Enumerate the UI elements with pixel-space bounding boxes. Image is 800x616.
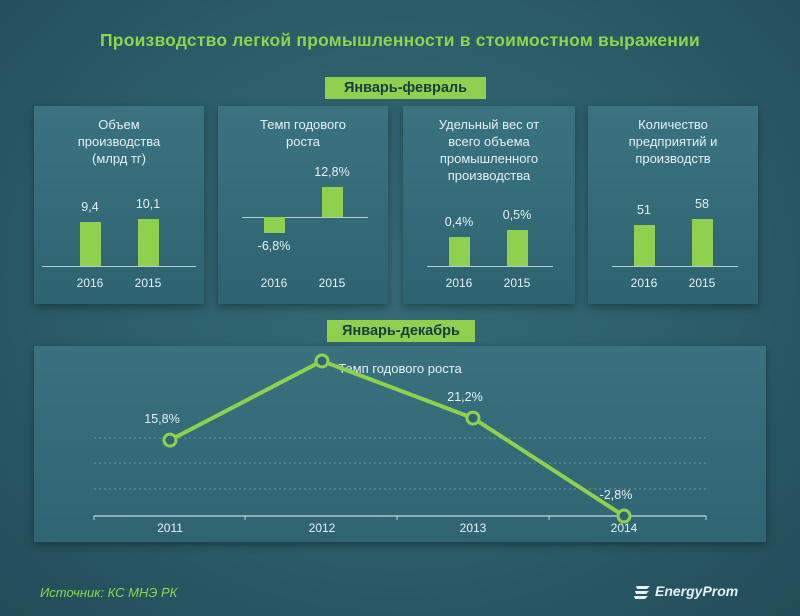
- panel-title: Темп годового роста: [260, 117, 346, 149]
- baseline: [242, 217, 368, 218]
- panel-title: Количество предприятий и производств: [628, 117, 718, 166]
- bar-2015: [322, 186, 343, 217]
- bar-panel-enterprises: Количество предприятий и производств 51 2…: [588, 106, 758, 304]
- bar-2016: [634, 224, 655, 266]
- point-2012: [314, 353, 330, 369]
- x-tick-label: 2011: [157, 521, 183, 535]
- bar-2015: [138, 219, 159, 266]
- section-label-jan-feb: Январь-февраль: [325, 77, 486, 99]
- bar-value-label: 0,5%: [502, 208, 532, 222]
- year-label: 2015: [134, 276, 162, 290]
- bar-panel-growth: Темп годового роста -6,8% 2016 12,8% 2015: [218, 106, 388, 304]
- x-tick-label: 2014: [611, 521, 638, 535]
- point-value-label: -2,8%: [600, 488, 633, 502]
- point-value-label: 15,8%: [144, 412, 179, 426]
- bar-2016: [449, 237, 470, 266]
- bar-value-label: -6,8%: [257, 238, 291, 253]
- bar-2015: [692, 219, 713, 266]
- point-2011: [162, 432, 178, 448]
- panel-title: Объем производства (млрд тг): [77, 117, 161, 166]
- year-label: 2015: [318, 276, 346, 290]
- bar-value-label: 0,4%: [444, 215, 474, 230]
- source-note: Источник: КС МНЭ РК: [40, 585, 178, 600]
- year-label: 2016: [260, 276, 288, 290]
- year-label: 2016: [445, 276, 473, 290]
- baseline: [42, 266, 196, 267]
- growth-line: [169, 358, 626, 518]
- point-2014: [616, 508, 632, 524]
- baseline: [427, 266, 553, 267]
- x-tick-label: 2012: [309, 521, 336, 535]
- bar-value-label: 51: [637, 202, 651, 217]
- x-tick-label: 2013: [460, 521, 487, 535]
- bar-value-label: 12,8%: [314, 164, 350, 179]
- bar-2016: [80, 222, 101, 266]
- year-label: 2016: [76, 276, 104, 290]
- panel-title: Удельный вес от всего объема промышленно…: [438, 117, 540, 183]
- brand-name: EnergyProm: [655, 583, 739, 599]
- year-label: 2016: [630, 276, 658, 290]
- bar-panel-volume: Объем производства (млрд тг) 9,4 2016 10,1…: [34, 106, 204, 304]
- section-label-jan-dec: Январь-декабрь: [327, 320, 475, 342]
- bar-2016: [264, 217, 285, 233]
- bar-value-label: 58: [695, 197, 709, 212]
- bar-value-label: 10,1: [135, 197, 161, 212]
- line-chart-title: Темп годового роста: [338, 361, 462, 376]
- point-value-label: 21,2%: [447, 390, 482, 404]
- bar-panel-share: Удельный вес от всего объема промышленно…: [403, 106, 575, 304]
- line-panel: Темп годового роста 15,8% 2011 35,2% 2012 21,…: [34, 333, 766, 542]
- year-label: 2015: [688, 276, 716, 290]
- baseline: [612, 266, 738, 267]
- point-value-label: 35,2%: [296, 346, 331, 347]
- page-title: Производство легкой промышленности в сто…: [100, 30, 700, 50]
- line-chart: Темп годового роста 15,8% 2011 35,2% 2012 21,…: [93, 333, 707, 535]
- point-2013: [465, 410, 481, 426]
- bar-2015: [507, 230, 528, 266]
- year-label: 2015: [503, 276, 531, 290]
- bar-value-label: 9,4: [81, 200, 99, 215]
- energyprom-logo-icon: [634, 586, 650, 599]
